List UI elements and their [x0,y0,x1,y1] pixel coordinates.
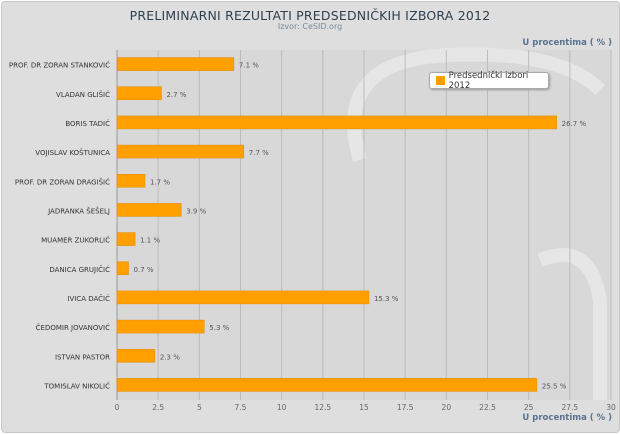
bar [116,57,235,71]
legend-label: Predsednički izbori 2012 [448,70,529,91]
bar [116,378,538,392]
data-label: 1.7 % [150,178,170,186]
legend[interactable]: Predsednički izbori 2012 [429,70,549,91]
category-label: JADRANKA ŠEŠELJ [47,206,110,215]
bar [116,319,205,334]
data-label: 3.9 % [186,207,206,215]
watermark-logo [537,248,607,400]
x-tick-label: 10 [277,403,287,412]
data-label: 1.1 % [140,237,160,245]
category-label: TOMISLAV NIKOLIĆ [43,381,110,390]
category-label: ISTVAN PASTOR [55,353,110,361]
bar [116,86,162,100]
x-tick-label: 0 [115,403,120,412]
x-tick-label: 15 [359,403,369,412]
data-label: 7.7 % [249,149,269,157]
chart-subtitle: Izvor: CeSID.org [277,22,343,31]
x-tick-label: 17.5 [397,403,414,412]
category-label: PROF. DR ZORAN DRAGIŠIĆ [15,177,110,186]
x-tick-label: 12.5 [314,403,331,412]
bar [116,144,245,159]
x-tick-label: 20 [442,403,452,412]
x-tick-label: 2.5 [152,403,164,412]
bar [116,261,129,275]
category-label: IVICA DAČIĆ [67,294,110,303]
x-tick-label: 27.5 [561,403,578,412]
legend-swatch [436,76,445,85]
data-label: 26.7 % [562,120,587,128]
data-label: 2.3 % [160,353,180,361]
x-tick-label: 22.5 [479,403,496,412]
x-tick-label: 7.5 [235,403,247,412]
x-tick-label: 5 [197,403,202,412]
watermark-logo [347,47,605,163]
x-axis-label-top: U procentima ( % ) [522,38,612,48]
category-label: VOJISLAV KOŠTUNICA [35,148,110,157]
data-label: 5.3 % [209,324,229,332]
x-axis-label: U procentima ( % ) [522,413,612,423]
chart-title: PRELIMINARNI REZULTATI PREDSEDNIČKIH IZB… [129,8,491,23]
category-label: ČEDOMIR JOVANOVIĆ [36,323,110,332]
category-label: BORIS TADIĆ [65,119,110,128]
category-label: VLADAN GLIŠIĆ [56,90,110,99]
bar [116,349,156,363]
x-tick-label: 30 [606,403,616,412]
category-label: MUAMER ZUKORLIĆ [41,236,110,245]
category-label: DANICA GRUJIČIĆ [49,265,110,274]
data-label: 7.1 % [239,62,259,70]
x-tick-label: 25 [524,403,534,412]
bar [116,203,182,217]
bar [116,290,370,305]
data-label: 0.7 % [134,266,154,274]
data-label: 2.7 % [166,91,186,99]
data-label: 25.5 % [542,382,567,390]
bar [116,232,136,246]
category-label: PROF. DR ZORAN STANKOVIĆ [9,61,110,70]
bar [116,115,557,130]
data-label: 15.3 % [374,295,399,303]
bar [116,174,146,188]
